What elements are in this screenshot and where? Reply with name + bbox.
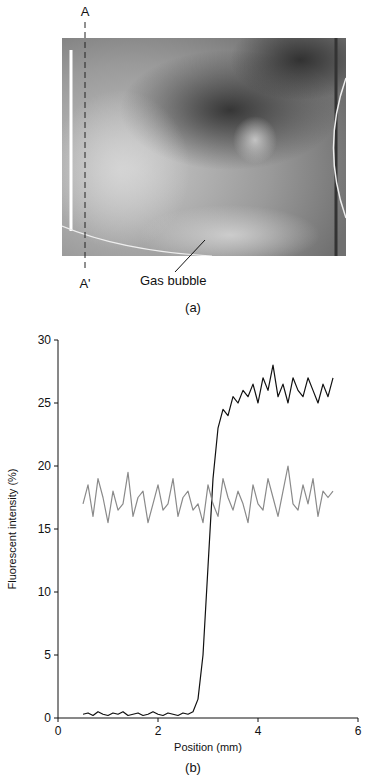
y-tick	[54, 718, 58, 719]
y-axis-title: Fluorescent intensity (%)	[6, 468, 18, 589]
x-tick-label: 4	[255, 724, 262, 738]
y-tick-label: 30	[38, 333, 52, 347]
x-tick	[358, 718, 359, 722]
y-tick-label: 5	[44, 648, 51, 662]
section-label: A	[81, 4, 90, 19]
y-tick	[54, 592, 58, 593]
caption: (b)	[185, 760, 201, 775]
edge-line	[70, 50, 73, 231]
y-tick	[54, 655, 58, 656]
figure: A A' Gas bubble (a) 0 5 10 15 20 25 30 0 2 4 6 Position…	[0, 0, 386, 780]
x-tick	[258, 718, 259, 722]
bubble-region	[140, 205, 320, 256]
caption: (a)	[185, 300, 201, 315]
y-tick-label: 25	[38, 396, 52, 410]
x-tick-label: 2	[155, 724, 162, 738]
section-label: A'	[79, 276, 90, 291]
y-tick	[54, 403, 58, 404]
y-tick-label: 0	[44, 711, 51, 725]
data-line	[83, 466, 333, 523]
edge-curve	[334, 78, 347, 218]
y-tick-label: 10	[38, 585, 52, 599]
y-tick-label: 20	[38, 459, 52, 473]
x-tick-label: 6	[355, 724, 362, 738]
leader-line	[175, 240, 205, 272]
x-tick	[58, 718, 59, 722]
y-tick	[54, 340, 58, 341]
dark-region	[230, 38, 346, 100]
edge-line	[335, 38, 338, 256]
x-axis-title: Position (mm)	[174, 741, 242, 753]
y-tick	[54, 466, 58, 467]
annotation: Gas bubble	[140, 273, 207, 288]
x-axis	[58, 718, 358, 719]
y-tick-label: 15	[38, 522, 52, 536]
edge-curve	[62, 226, 212, 256]
y-tick	[54, 529, 58, 530]
data-line	[83, 365, 333, 715]
plot-area	[83, 365, 333, 715]
section-line	[85, 22, 86, 272]
photo	[62, 38, 346, 256]
light-spot	[233, 116, 277, 164]
x-tick	[158, 718, 159, 722]
x-tick-label: 0	[55, 724, 62, 738]
